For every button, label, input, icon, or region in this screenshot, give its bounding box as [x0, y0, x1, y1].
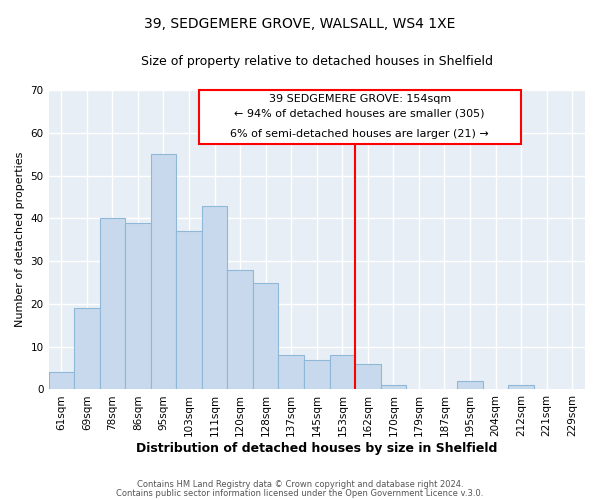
Bar	[457, 381, 483, 390]
Bar	[151, 154, 176, 390]
Bar	[227, 270, 253, 390]
Bar	[100, 218, 125, 390]
FancyBboxPatch shape	[199, 90, 521, 144]
Text: 39 SEDGEMERE GROVE: 154sqm: 39 SEDGEMERE GROVE: 154sqm	[269, 94, 451, 104]
Bar	[508, 385, 534, 390]
X-axis label: Distribution of detached houses by size in Shelfield: Distribution of detached houses by size …	[136, 442, 497, 455]
Text: Contains HM Land Registry data © Crown copyright and database right 2024.: Contains HM Land Registry data © Crown c…	[137, 480, 463, 489]
Bar	[329, 355, 355, 390]
Text: 6% of semi-detached houses are larger (21) →: 6% of semi-detached houses are larger (2…	[230, 130, 489, 140]
Bar	[74, 308, 100, 390]
Text: Contains public sector information licensed under the Open Government Licence v.: Contains public sector information licen…	[116, 488, 484, 498]
Bar	[49, 372, 74, 390]
Bar	[304, 360, 329, 390]
Bar	[253, 282, 278, 390]
Bar	[125, 222, 151, 390]
Text: 39, SEDGEMERE GROVE, WALSALL, WS4 1XE: 39, SEDGEMERE GROVE, WALSALL, WS4 1XE	[145, 18, 455, 32]
Title: Size of property relative to detached houses in Shelfield: Size of property relative to detached ho…	[141, 55, 493, 68]
Bar	[355, 364, 380, 390]
Bar	[202, 206, 227, 390]
Bar	[278, 355, 304, 390]
Bar	[176, 231, 202, 390]
Y-axis label: Number of detached properties: Number of detached properties	[15, 152, 25, 328]
Bar	[380, 385, 406, 390]
Text: ← 94% of detached houses are smaller (305): ← 94% of detached houses are smaller (30…	[235, 109, 485, 119]
